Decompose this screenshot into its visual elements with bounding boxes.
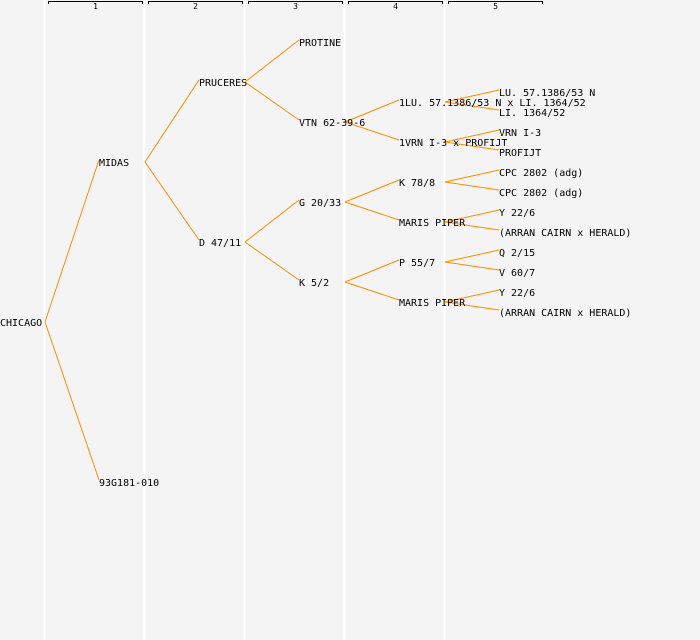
pedigree-node[interactable]: PRUCERES	[199, 78, 247, 89]
pedigree-edge	[344, 99, 400, 123]
pedigree-node[interactable]: LU. 57.1386/53 N	[499, 88, 595, 99]
pedigree-node[interactable]: (ARRAN CAIRN x HERALD)	[499, 308, 631, 319]
pedigree-edge	[44, 321, 100, 481]
generation-headers: 1 2 3 4 5	[48, 1, 543, 11]
pedigree-node[interactable]: PROFIJT	[499, 148, 541, 159]
pedigree-edge	[244, 39, 300, 83]
pedigree-node[interactable]: VRN I-3	[499, 128, 541, 139]
generation-number: 4	[393, 2, 398, 11]
generation-number: 3	[293, 2, 298, 11]
generation-bracket	[48, 1, 143, 4]
pedigree-node[interactable]: K 5/2	[299, 278, 329, 289]
pedigree-edge	[344, 121, 400, 141]
pedigree-node[interactable]: CPC 2802 (adg)	[499, 168, 583, 179]
pedigree-node[interactable]: (ARRAN CAIRN x HERALD)	[499, 228, 631, 239]
pedigree-node[interactable]: CPC 2802 (adg)	[499, 188, 583, 199]
pedigree-edge	[444, 261, 500, 271]
pedigree-edge	[44, 159, 100, 323]
pedigree-node[interactable]: MARIS PIPER	[399, 298, 466, 309]
pedigree-node[interactable]: PROTINE	[299, 38, 341, 49]
pedigree-node[interactable]: LI. 1364/52	[499, 108, 565, 119]
pedigree-edge	[144, 161, 200, 241]
pedigree-edge	[444, 181, 500, 191]
tree-edges	[44, 39, 500, 481]
pedigree-edge	[444, 209, 500, 223]
pedigree-edge	[444, 301, 500, 311]
generation-number: 5	[493, 2, 498, 11]
generation-bracket	[348, 1, 443, 4]
pedigree-edge	[244, 81, 300, 121]
pedigree-edge	[444, 101, 500, 111]
pedigree-node[interactable]: CHICAGO	[0, 318, 42, 329]
pedigree-node[interactable]: 93G181-010	[99, 478, 159, 489]
pedigree-edge	[444, 249, 500, 263]
generation-bracket	[248, 1, 343, 4]
pedigree-node[interactable]: D 47/11	[199, 238, 241, 249]
pedigree-edge	[444, 89, 500, 103]
pedigree-node[interactable]: Q 2/15	[499, 248, 535, 259]
pedigree-node[interactable]: 1VRN I-3 x PROFIJT	[399, 138, 507, 149]
pedigree-node[interactable]: Y 22/6	[499, 208, 535, 219]
pedigree-edge	[144, 79, 200, 163]
generation-number: 2	[193, 2, 198, 11]
pedigree-node[interactable]: V 60/7	[499, 268, 535, 279]
pedigree-edge	[444, 141, 500, 151]
pedigree-edge	[344, 281, 400, 301]
pedigree-edge	[444, 169, 500, 183]
pedigree-edge	[344, 201, 400, 221]
generation-number: 1	[93, 2, 98, 11]
pedigree-node[interactable]: K 78/8	[399, 178, 435, 189]
pedigree-edge	[444, 129, 500, 143]
pedigree-node[interactable]: G 20/33	[299, 198, 341, 209]
pedigree-node[interactable]: VTN 62-39-6	[299, 118, 365, 129]
generation-bracket	[448, 1, 543, 4]
generation-bracket	[148, 1, 243, 4]
pedigree-node[interactable]: MIDAS	[99, 158, 129, 169]
pedigree-node[interactable]: 1LU. 57.1386/53 N x LI. 1364/52	[399, 98, 586, 109]
pedigree-node[interactable]: MARIS PIPER	[399, 218, 466, 229]
pedigree-node[interactable]: P 55/7	[399, 258, 435, 269]
pedigree-edge	[444, 221, 500, 231]
tree-nodes: CHICAGO MIDAS PRUCERES PROTINE VTN 62-39-6 1L…	[0, 38, 631, 489]
pedigree-node[interactable]: Y 22/6	[499, 288, 535, 299]
pedigree-edge	[244, 199, 300, 243]
pedigree-edge	[444, 289, 500, 303]
pedigree-edge	[344, 259, 400, 283]
pedigree-edge	[344, 179, 400, 203]
column-separators	[43, 0, 446, 640]
pedigree-edge	[244, 241, 300, 281]
